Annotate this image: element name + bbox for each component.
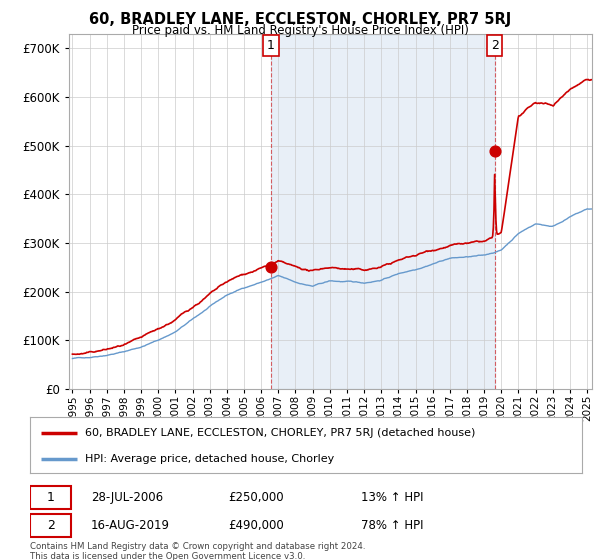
Bar [271,34,495,389]
Text: 2: 2 [47,519,55,532]
Point [490,146,500,155]
Text: 1: 1 [47,491,55,504]
Text: 1: 1 [267,39,275,52]
Text: £490,000: £490,000 [229,519,284,532]
Point [266,263,276,272]
Text: 16-AUG-2019: 16-AUG-2019 [91,519,170,532]
Text: 60, BRADLEY LANE, ECCLESTON, CHORLEY, PR7 5RJ: 60, BRADLEY LANE, ECCLESTON, CHORLEY, PR… [89,12,511,27]
Text: £250,000: £250,000 [229,491,284,504]
Text: 28-JUL-2006: 28-JUL-2006 [91,491,163,504]
Text: 2: 2 [491,39,499,52]
Text: Contains HM Land Registry data © Crown copyright and database right 2024.
This d: Contains HM Land Registry data © Crown c… [30,542,365,560]
Text: HPI: Average price, detached house, Chorley: HPI: Average price, detached house, Chor… [85,454,334,464]
Text: 13% ↑ HPI: 13% ↑ HPI [361,491,424,504]
Text: 78% ↑ HPI: 78% ↑ HPI [361,519,424,532]
Text: 60, BRADLEY LANE, ECCLESTON, CHORLEY, PR7 5RJ (detached house): 60, BRADLEY LANE, ECCLESTON, CHORLEY, PR… [85,428,476,438]
FancyBboxPatch shape [30,486,71,509]
Text: Price paid vs. HM Land Registry's House Price Index (HPI): Price paid vs. HM Land Registry's House … [131,24,469,36]
FancyBboxPatch shape [30,514,71,537]
